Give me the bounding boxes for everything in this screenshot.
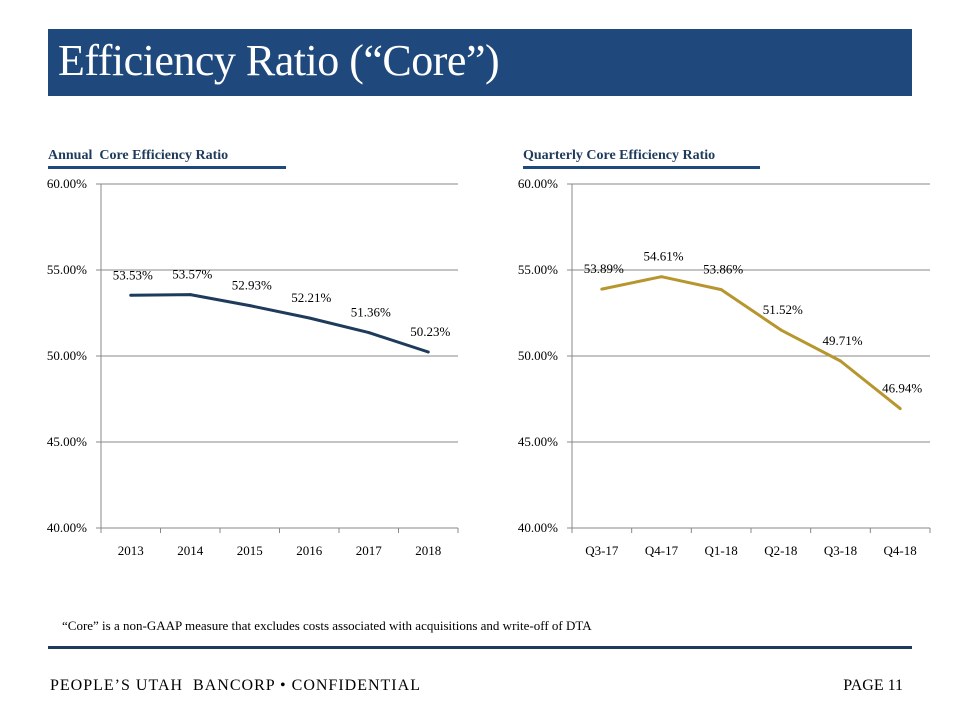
- footer-company-confidential: PEOPLE’S UTAH BANCORP • CONFIDENTIAL: [50, 677, 421, 694]
- data-point: [600, 287, 604, 291]
- quarterly-chart-title-rule: [523, 166, 760, 169]
- data-point: [839, 359, 842, 363]
- data-point: [779, 328, 783, 332]
- annual-chart-title: Annual Core Efficiency Ratio: [48, 148, 229, 163]
- data-point: [129, 293, 133, 297]
- data-point: [307, 316, 311, 320]
- x-tick-label: 2014: [177, 543, 204, 558]
- data-point: [367, 331, 371, 335]
- data-point: [898, 407, 902, 411]
- y-tick-label: 55.00%: [47, 262, 87, 277]
- x-tick-label: 2013: [118, 543, 144, 558]
- x-tick-label: Q1-18: [705, 543, 738, 558]
- data-label: 49.71%: [822, 333, 862, 348]
- data-label: 52.93%: [232, 278, 272, 293]
- x-tick-label: 2018: [415, 543, 441, 558]
- quarterly-chart-title: Quarterly Core Efficiency Ratio: [523, 148, 716, 163]
- y-tick-label: 50.00%: [47, 348, 87, 363]
- page-number: PAGE 11: [843, 677, 903, 694]
- data-label: 53.57%: [172, 267, 212, 282]
- data-label: 51.36%: [351, 305, 391, 320]
- y-tick-label: 50.00%: [518, 348, 558, 363]
- title-bar: Efficiency Ratio (“Core”): [48, 29, 912, 96]
- data-point: [188, 293, 192, 297]
- data-label: 50.23%: [410, 324, 450, 339]
- data-label: 53.86%: [703, 262, 743, 277]
- page-title: Efficiency Ratio (“Core”): [58, 36, 500, 85]
- y-tick-label: 45.00%: [518, 434, 558, 449]
- series-line: [601, 275, 902, 410]
- y-tick-label: 40.00%: [518, 520, 558, 535]
- x-tick-label: Q4-17: [645, 543, 679, 558]
- x-tick-label: 2017: [356, 543, 383, 558]
- x-tick-label: Q3-17: [585, 543, 619, 558]
- y-tick-label: 40.00%: [47, 520, 87, 535]
- y-tick-label: 60.00%: [518, 176, 558, 191]
- data-point: [248, 304, 252, 308]
- data-label: 54.61%: [643, 249, 683, 264]
- data-label: 51.52%: [763, 302, 803, 317]
- y-tick-label: 45.00%: [47, 434, 87, 449]
- series-line: [130, 293, 429, 354]
- data-point: [719, 288, 723, 292]
- data-label: 53.53%: [113, 267, 153, 282]
- footer-divider: [48, 646, 912, 649]
- annual-chart-title-rule: [48, 166, 286, 169]
- data-label: 46.94%: [882, 381, 922, 396]
- data-point: [426, 350, 430, 354]
- data-point: [660, 275, 663, 279]
- data-label: 53.89%: [584, 261, 624, 276]
- x-tick-label: 2015: [237, 543, 263, 558]
- y-tick-label: 60.00%: [47, 176, 87, 191]
- footnote: “Core” is a non-GAAP measure that exclud…: [62, 618, 592, 633]
- x-tick-label: Q4-18: [884, 543, 917, 558]
- data-label: 52.21%: [291, 290, 331, 305]
- x-tick-label: Q2-18: [764, 543, 797, 558]
- y-tick-label: 55.00%: [518, 262, 558, 277]
- x-tick-label: 2016: [296, 543, 323, 558]
- x-tick-label: Q3-18: [824, 543, 857, 558]
